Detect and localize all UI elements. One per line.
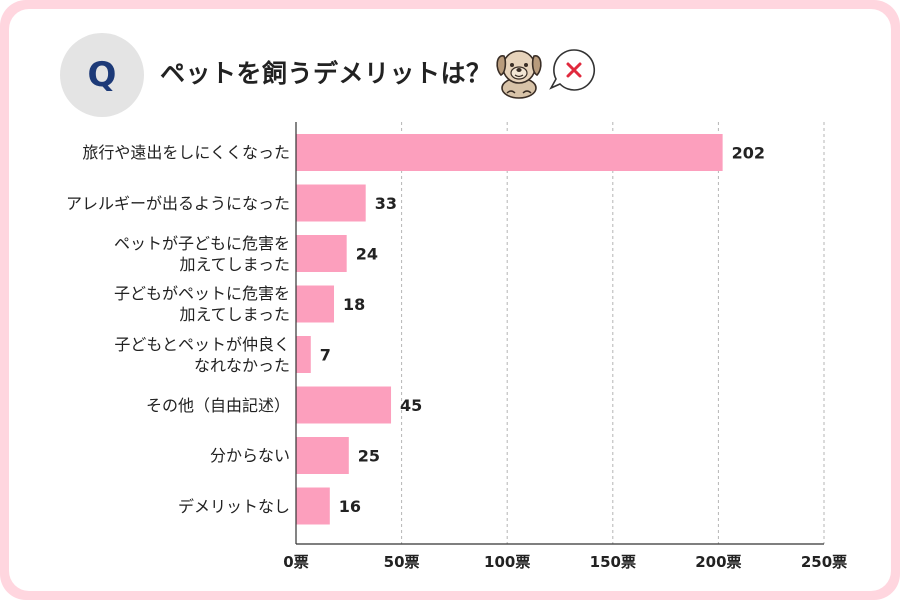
category-label: デメリットなし	[178, 496, 290, 517]
bar	[296, 285, 335, 323]
category-label: その他（自由記述）	[146, 395, 290, 416]
question-badge: Q	[60, 33, 144, 117]
data-label: 25	[358, 447, 380, 466]
bar	[296, 437, 349, 474]
category-label-line: 旅行や遠出をしにくくなった	[82, 143, 290, 162]
bar	[296, 235, 347, 272]
category-label-line: 子どもとペットが仲良く	[114, 334, 290, 354]
category-label-line: 分からない	[209, 446, 290, 465]
data-label: 16	[339, 497, 361, 516]
category-label-line: ペットが子どもに危害を	[113, 233, 290, 253]
question-badge-label: Q	[87, 55, 117, 95]
x-tick-label: 100票	[484, 553, 530, 571]
category-label-line: デメリットなし	[177, 496, 290, 516]
x-tick-label: 0票	[283, 553, 308, 571]
bar	[296, 336, 311, 373]
cross-speech-bubble-icon	[549, 49, 596, 91]
category-label-line: 子どもがペットに危害を	[113, 284, 290, 303]
category-label-line: その他（自由記述）	[145, 395, 290, 415]
category-label: 旅行や遠出をしにくくなった	[82, 142, 290, 163]
category-label: 子どもがペットに危害を加えてしまった	[114, 283, 290, 325]
category-label: 子どもとペットが仲良く なれなかった	[114, 334, 290, 376]
x-tick-label: 150票	[590, 553, 636, 571]
data-label: 7	[320, 346, 331, 365]
dog-icon	[496, 50, 542, 99]
data-label: 202	[732, 144, 765, 163]
x-tick-label: 50票	[384, 553, 420, 571]
category-label-line: 加えてしまった	[179, 254, 290, 274]
bar	[296, 487, 330, 525]
data-label: 24	[356, 245, 378, 264]
x-tick-label: 200票	[695, 553, 741, 571]
category-label-line: 加えてしまった	[179, 305, 290, 324]
category-label-line: アレルギーが出るようになった	[65, 193, 290, 213]
bar	[296, 134, 723, 171]
category-label: 分からない	[210, 445, 290, 466]
bar	[296, 184, 366, 222]
page-title: ペットを飼うデメリットは？	[160, 59, 492, 88]
bar	[296, 386, 392, 424]
x-tick-label: 250票	[801, 553, 847, 571]
category-label: ペットが子どもに危害を 加えてしまった	[114, 233, 290, 275]
data-label: 45	[400, 396, 422, 415]
card-body	[9, 9, 891, 591]
data-label: 18	[343, 295, 365, 314]
category-label-line: なれなかった	[193, 355, 290, 375]
category-label: アレルギーが出るようになった	[66, 193, 290, 214]
data-label: 33	[375, 194, 397, 213]
